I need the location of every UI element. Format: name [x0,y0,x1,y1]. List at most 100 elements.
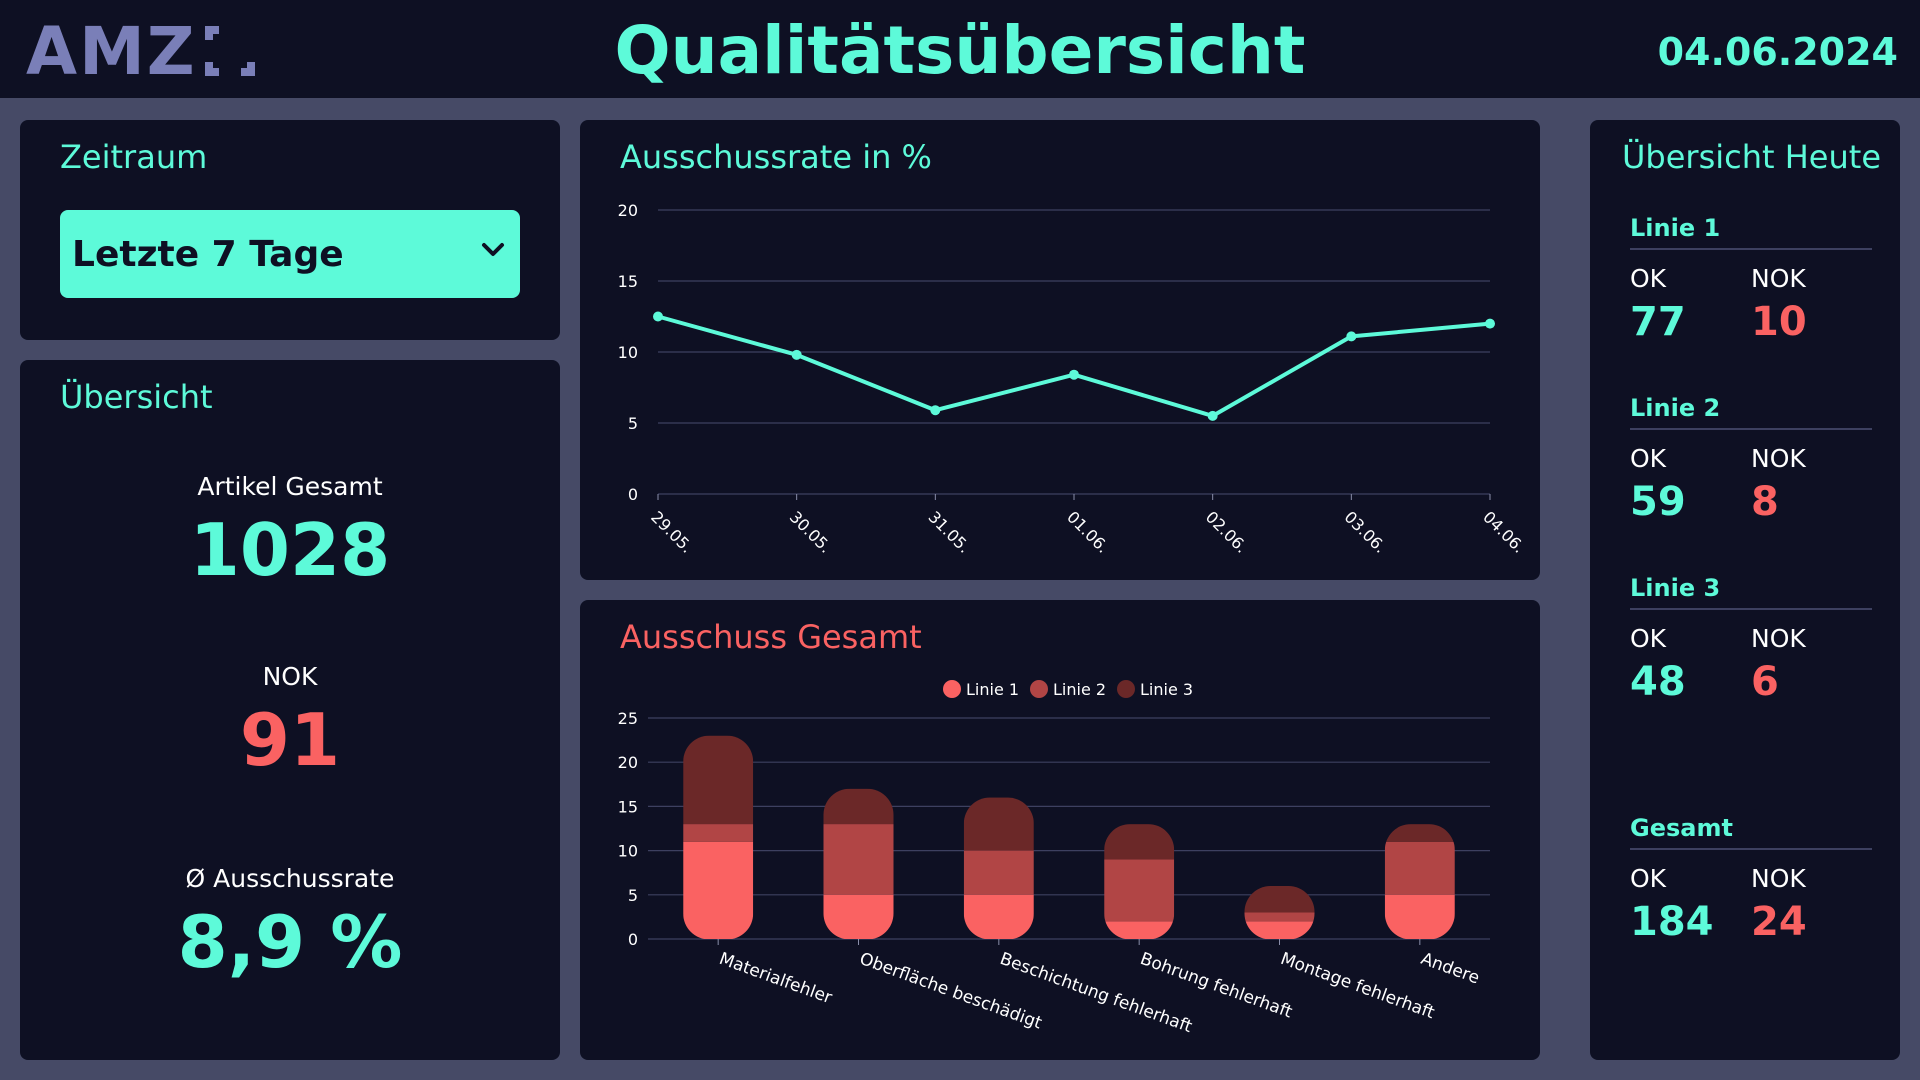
bar-stack [963,797,1034,939]
data-point [791,349,802,360]
bar-stack [1104,824,1175,939]
artikel-gesamt-value: 1028 [189,508,391,592]
bar-segment [1384,824,1455,842]
bar-segment [1104,824,1175,860]
gesamt-nok-label: NOK [1751,864,1806,893]
legend-label: Linie 3 [1140,680,1193,699]
ausschuss-gesamt-bar-chart: 0 5 10 15 20 25 Linie 1 Linie 2 Linie 3 Materialf… [618,680,1490,1037]
bar-segment [823,894,894,939]
linie-1-ok-value: 77 [1630,299,1686,345]
bar-segment [1244,921,1315,939]
zeitraum-dropdown[interactable]: Letzte 7 Tage [60,210,520,298]
bar-segment [1104,921,1175,939]
uebersicht-panel: Übersicht Artikel Gesamt 1028 NOK 91 Ø A… [20,360,560,1060]
gesamt-ok-label: OK [1630,864,1667,893]
legend-label: Linie 2 [1053,680,1106,699]
x-tick-label: Materialfehler [716,949,834,1008]
current-date: 04.06.2024 [1657,30,1898,74]
linie-3-header: Linie 3 [1630,574,1872,610]
page-title: Qualitätsübersicht [614,12,1306,89]
series-line [657,314,1491,418]
bar-segment [963,797,1034,851]
chevron-down-icon [482,243,504,256]
nok-label: NOK [262,662,318,691]
ausschussrate-line-chart: 0 5 10 15 20 29.05. 30.05. 31.05. 01.06. 02.06. 03… [618,201,1529,557]
gesamt-section: Gesamt OK 184 NOK 24 [1630,814,1872,945]
linie-3-section: Linie 3 OK 48 NOK 6 [1630,574,1872,705]
x-tick-label: 03.06. [1341,507,1390,556]
logo-mark-icon [204,26,255,76]
linie-2-section: Linie 2 OK 59 NOK 8 [1630,394,1872,525]
gesamt-nok-value: 24 [1751,899,1807,945]
bar-stack [683,735,754,939]
uebersicht-heute-panel: Übersicht Heute Linie 1 OK 77 NOK 10 Lin… [1590,120,1900,1060]
ausschussrate-value: 8,9 % [177,900,403,984]
bar-segment [823,824,894,895]
x-tick-label: 01.06. [1063,507,1112,556]
linie-1-ok-label: OK [1630,264,1667,293]
zeitraum-selected-value: Letzte 7 Tage [72,233,344,275]
bar-segment [683,735,754,825]
bar-stack [823,788,894,939]
legend-marker [943,680,961,698]
data-point [930,405,941,416]
ausschussrate-label: Ø Ausschussrate [185,864,395,893]
nok-value: 91 [239,698,341,782]
linie-2-ok-value: 59 [1630,479,1686,525]
uebersicht-heute-title: Übersicht Heute [1622,138,1881,176]
bar-segment [1104,859,1175,922]
data-point [653,311,663,322]
y-tick-label: 5 [628,414,638,433]
logo-text: AMZ [26,12,197,90]
linie-3-ok-value: 48 [1630,659,1686,705]
x-tick-label: 04.06. [1479,507,1528,556]
x-tick-label: Andere [1418,949,1482,989]
bar-segment [1384,841,1455,895]
data-point [1207,410,1218,421]
bar-segment [1244,885,1315,913]
linie-2-header: Linie 2 [1630,394,1872,430]
bar-segment [1384,894,1455,939]
y-tick-label: 0 [628,930,638,949]
gesamt-header: Gesamt [1630,814,1872,850]
data-point [1485,318,1495,329]
x-tick-label: 30.05. [786,507,835,556]
linie-2-nok-value: 8 [1751,479,1779,525]
y-tick-label: 15 [618,272,638,291]
zeitraum-panel: Zeitraum Letzte 7 Tage [20,120,560,340]
header-bar: AMZ Qualitätsübersicht 04.06.2024 [0,0,1920,98]
legend-label: Linie 1 [966,680,1019,699]
bar-segment [963,850,1034,895]
bar-segment [823,788,894,825]
data-point [1346,331,1357,342]
artikel-gesamt-label: Artikel Gesamt [197,472,383,501]
y-tick-label: 5 [628,886,638,905]
y-tick-label: 10 [618,343,638,362]
y-tick-label: 10 [618,842,638,861]
bar-segment [683,824,754,842]
zeitraum-title: Zeitraum [60,138,208,176]
bar-stack [1244,885,1315,939]
ausschuss-gesamt-title: Ausschuss Gesamt [620,618,922,656]
x-tick-label: 31.05. [925,507,974,556]
y-tick-label: 20 [618,201,638,220]
y-tick-label: 25 [618,709,638,728]
x-tick-label: Montage fehlerhaft [1278,949,1438,1023]
linie-3-nok-label: NOK [1751,624,1806,653]
linie-2-ok-label: OK [1630,444,1667,473]
legend-marker [1030,680,1048,698]
y-tick-label: 20 [618,753,638,772]
linie-1-nok-label: NOK [1751,264,1806,293]
y-tick-label: 15 [618,797,638,816]
logo: AMZ [26,13,255,90]
data-point [1069,369,1079,380]
ausschussrate-chart-title: Ausschussrate in % [620,138,932,176]
bar-stack [1384,824,1455,939]
linie-2-nok-label: NOK [1751,444,1806,473]
linie-3-ok-label: OK [1630,624,1667,653]
uebersicht-title: Übersicht [60,378,213,416]
bar-segment [683,841,754,939]
gesamt-ok-value: 184 [1630,899,1714,945]
ausschussrate-chart-panel: Ausschussrate in % 0 5 10 15 20 29.05. 30.05. 3… [580,120,1540,580]
x-tick-label: 02.06. [1202,507,1251,556]
